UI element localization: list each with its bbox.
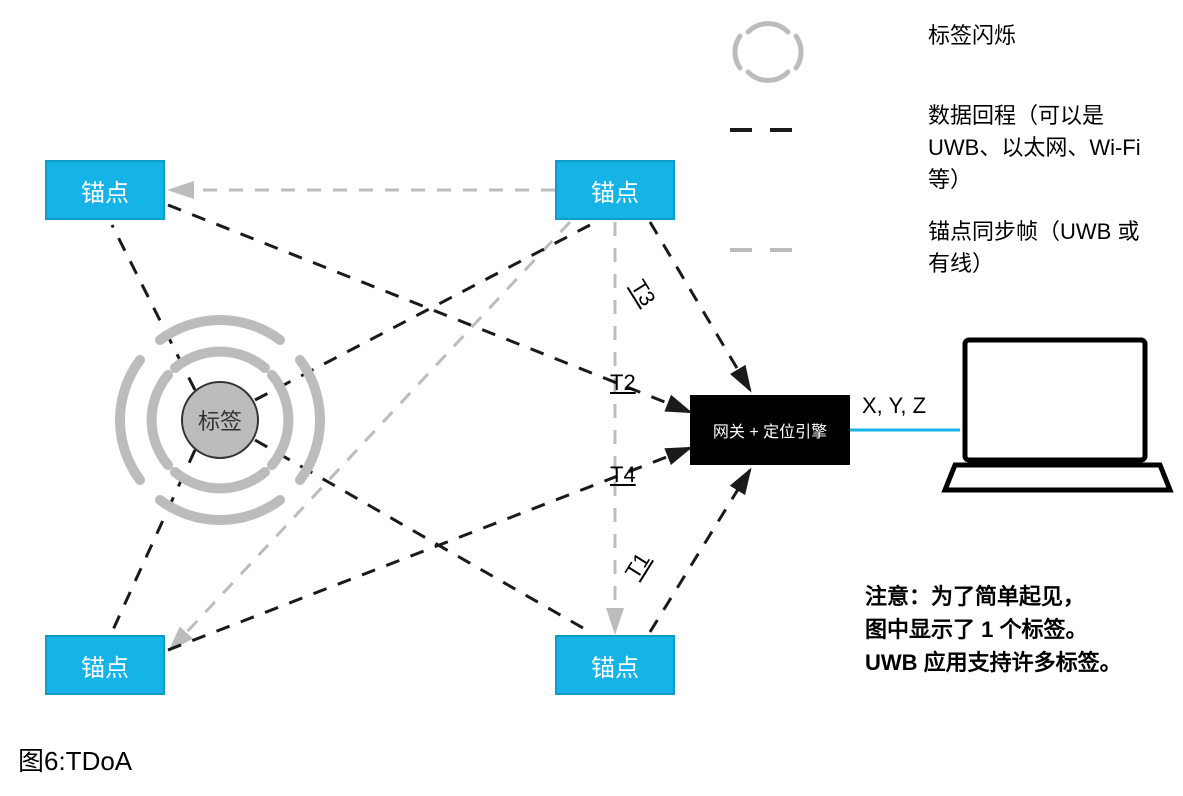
tag-to-tl (112, 225, 195, 390)
gateway-label: 网关 + 定位引擎 (713, 418, 827, 442)
anchor-br-label: 锚点 (591, 648, 639, 683)
gateway-node: 网关 + 定位引擎 (690, 395, 850, 465)
edge-label-t3: T3 (625, 275, 661, 311)
note-line1: 注意：为了简单起见， (865, 580, 1122, 613)
note-line3: UWB 应用支持许多标签。 (865, 646, 1122, 679)
legend-blink-text: 标签闪烁 (928, 20, 1016, 52)
legend-sync-text: 锚点同步帧（UWB 或有线） (928, 216, 1153, 280)
anchor-bottom-left: 锚点 (45, 635, 165, 695)
anchor-top-right: 锚点 (555, 160, 675, 220)
tag-node: 标签 (181, 381, 259, 459)
anchor-bl-label: 锚点 (81, 648, 129, 683)
a-tr-gw (650, 222, 750, 390)
anchor-tl-label: 锚点 (81, 173, 129, 208)
legend-row-sync: 锚点同步帧（UWB 或有线） (818, 216, 1153, 280)
tag-to-tr (255, 225, 590, 400)
anchor-tr-label: 锚点 (591, 173, 639, 208)
note-line2: 图中显示了 1 个标签。 (865, 613, 1122, 646)
legend-pulse-icon (735, 24, 801, 81)
legend-backhaul-text: 数据回程（可以是UWB、以太网、Wi-Fi 等） (928, 100, 1153, 196)
tag-to-br (255, 440, 590, 632)
figure-caption: 图6:TDoA (18, 741, 132, 778)
legend: 标签闪烁 数据回程（可以是UWB、以太网、Wi-Fi 等） 锚点同步帧（UWB … (818, 20, 1153, 299)
edge-label-t1: T1 (620, 548, 656, 584)
tag-to-bl (112, 450, 195, 632)
legend-row-backhaul: 数据回程（可以是UWB、以太网、Wi-Fi 等） (818, 100, 1153, 196)
edge-label-t4: T4 (610, 462, 636, 488)
legend-row-blink: 标签闪烁 (818, 20, 1153, 80)
diagram-canvas: 锚点 锚点 锚点 锚点 标签 网关 + 定位引擎 T3 T2 T4 T1 X, … (0, 0, 1183, 796)
anchor-top-left: 锚点 (45, 160, 165, 220)
anchor-bottom-right: 锚点 (555, 635, 675, 695)
xyz-label: X, Y, Z (862, 393, 926, 419)
note-block: 注意：为了简单起见， 图中显示了 1 个标签。 UWB 应用支持许多标签。 (865, 580, 1122, 679)
edge-label-t2: T2 (610, 370, 636, 396)
laptop-icon (945, 340, 1170, 490)
a-br-gw (650, 470, 750, 632)
tag-label: 标签 (198, 404, 242, 436)
